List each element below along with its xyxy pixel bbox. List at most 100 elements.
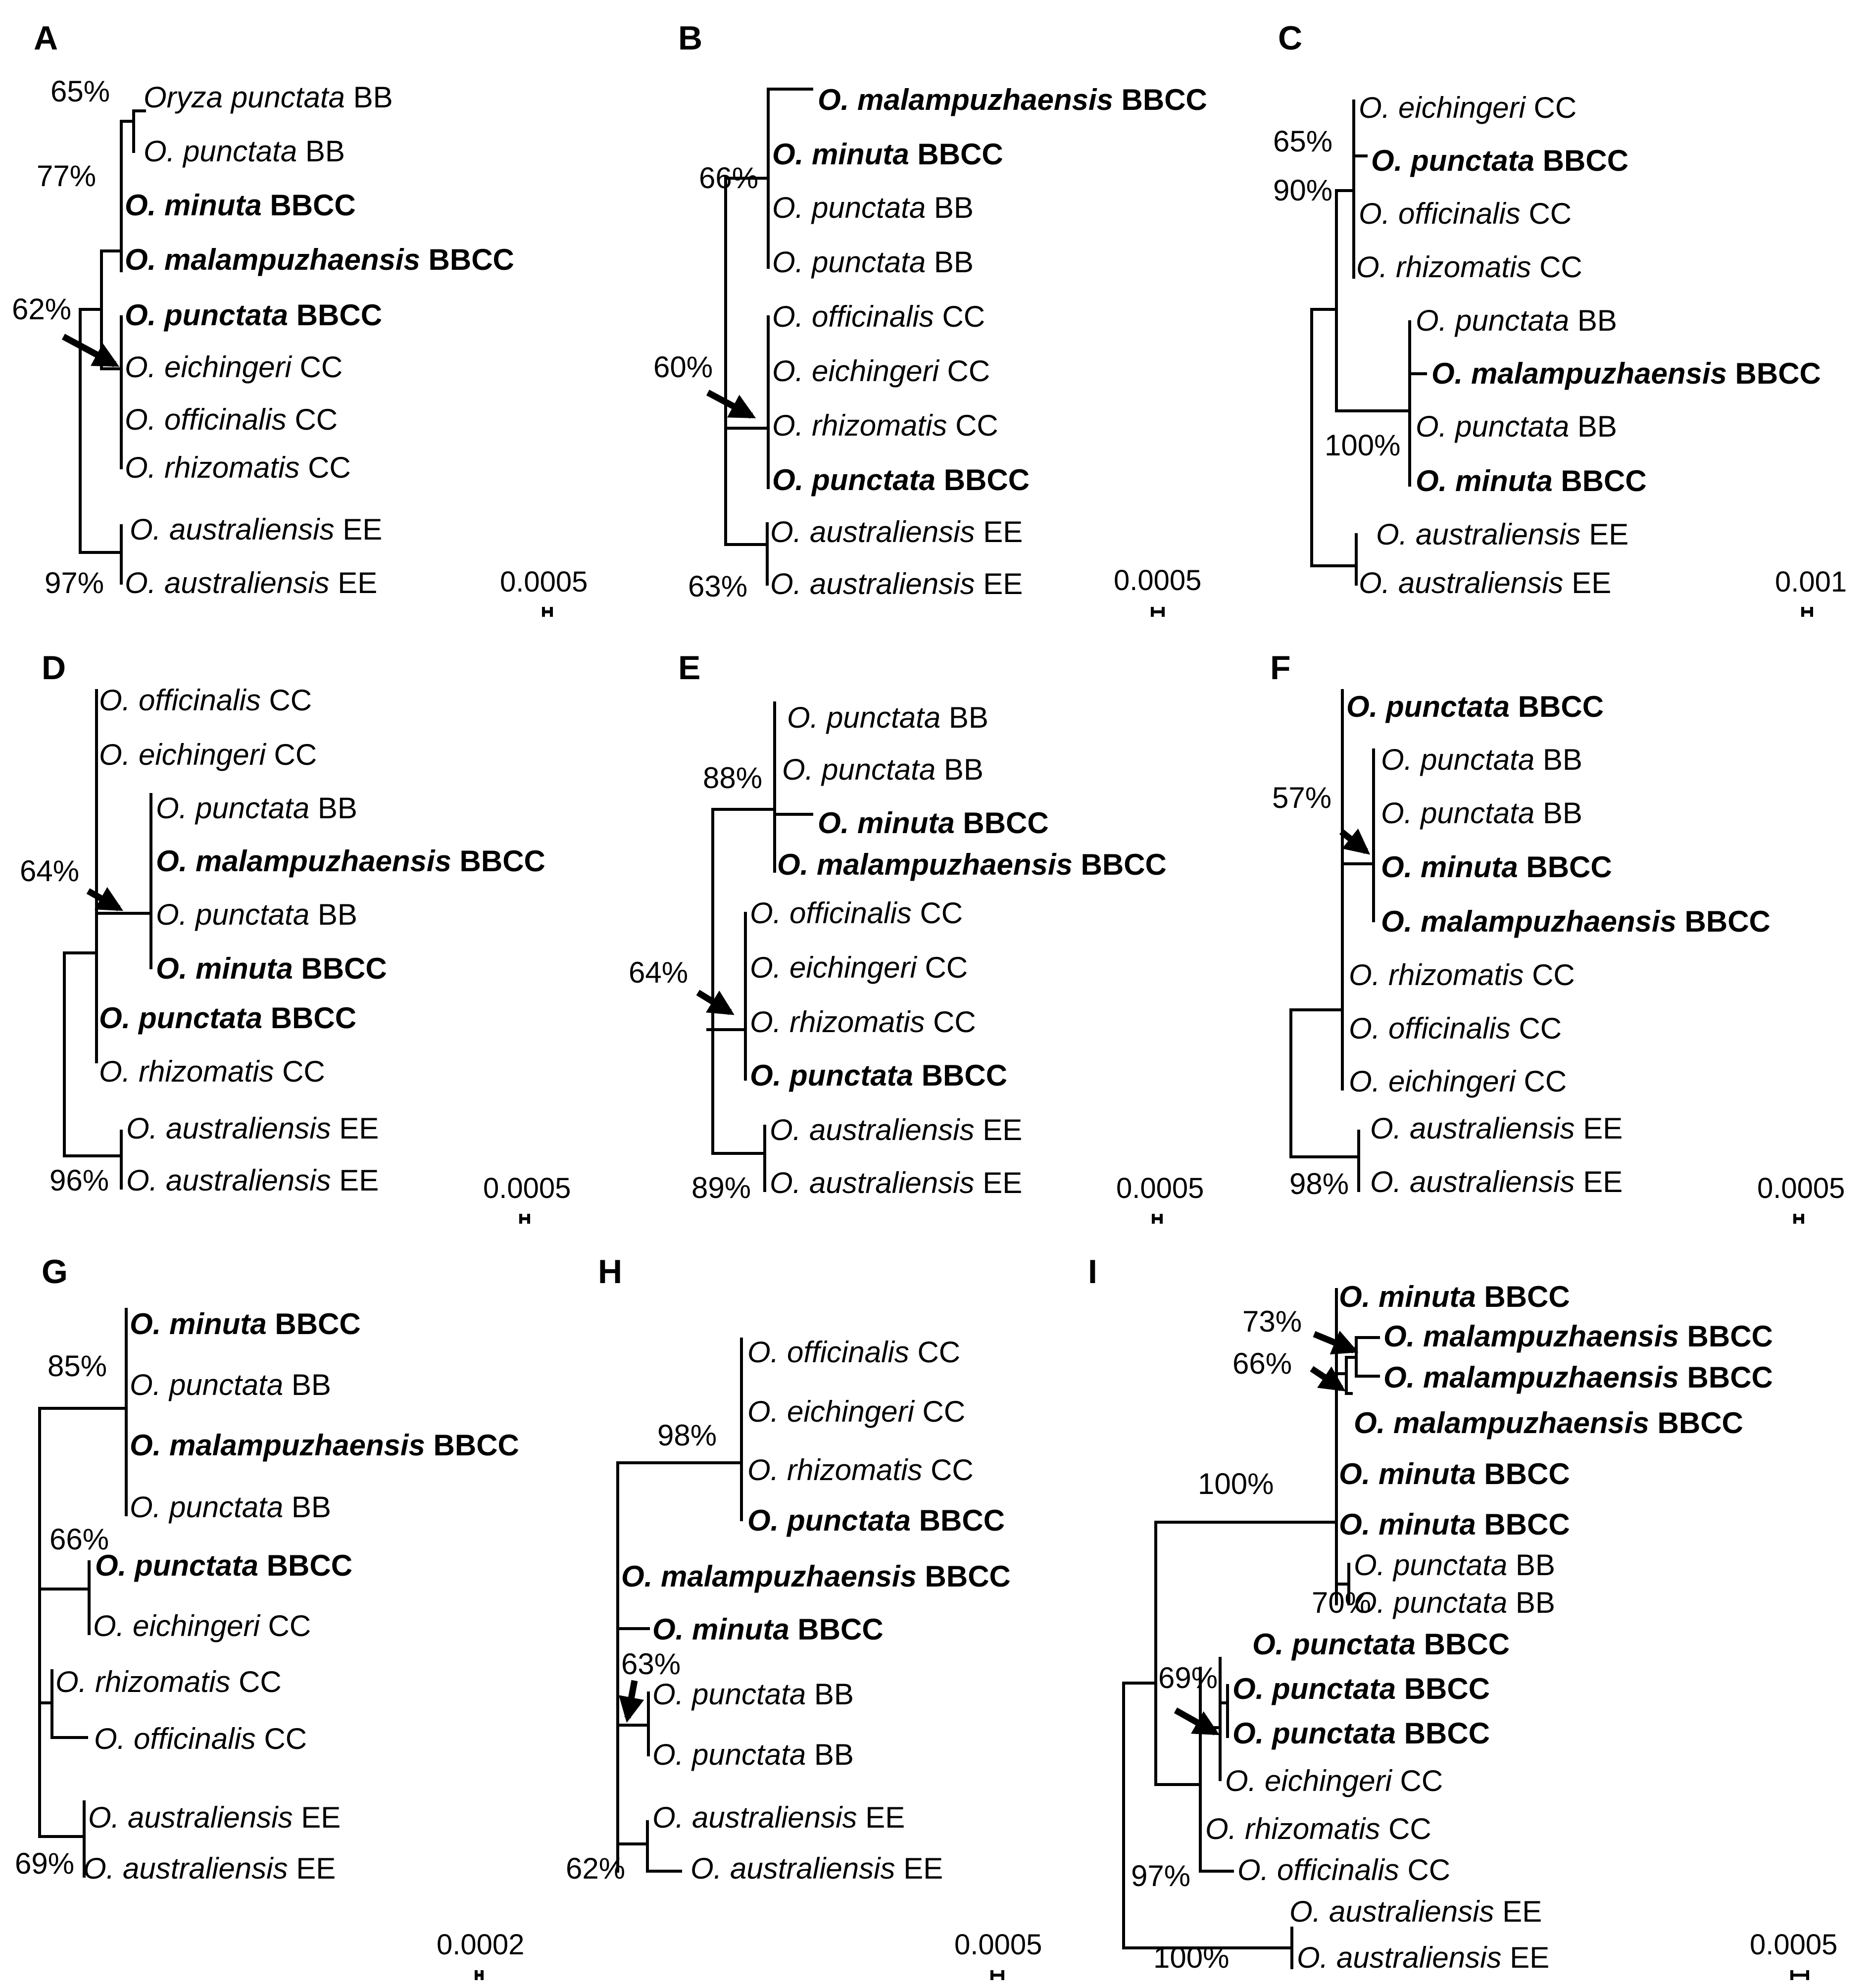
- support-value: 85%: [48, 1349, 107, 1383]
- scale-label: 0.0005: [1116, 1172, 1204, 1204]
- taxon-label: O. punctata BBCC: [1232, 1672, 1490, 1705]
- taxon-label: O. australiensis EE: [770, 567, 1023, 600]
- taxon-label: O. malampuzhaensis BBCC: [1431, 357, 1821, 390]
- taxon-label: O. malampuzhaensis BBCC: [125, 243, 514, 276]
- taxon-label: O. punctata BBCC: [99, 1001, 356, 1035]
- support-values: 57% 98%: [1272, 781, 1349, 1200]
- taxon-label: O. minuta BBCC: [1339, 1508, 1570, 1541]
- taxon-label: O. malampuzhaensis BBCC: [818, 83, 1207, 116]
- taxon-label: O. minuta BBCC: [1416, 464, 1647, 497]
- taxon-label: O. punctata BBCC: [1232, 1717, 1490, 1750]
- taxon-label: O. australiensis EE: [88, 1801, 341, 1834]
- taxon-label: O. punctata BB: [1416, 304, 1617, 337]
- panel-label: E: [678, 649, 700, 687]
- support-value: 69%: [15, 1847, 74, 1880]
- taxon-label: O. punctata BB: [787, 701, 988, 734]
- taxon-label: O. malampuzhaensis BBCC: [130, 1429, 519, 1462]
- taxon-label: O. punctata BB: [144, 135, 345, 168]
- support-value: 96%: [49, 1164, 109, 1197]
- taxon-label: O. australiensis EE: [1297, 1941, 1549, 1974]
- taxon-label: O. malampuzhaensis BBCC: [1381, 905, 1771, 938]
- taxon-label: O. australiensis EE: [652, 1801, 905, 1834]
- scale-bar: 0.0005: [1114, 564, 1201, 617]
- taxon-label: O. rhizomatis CC: [99, 1055, 325, 1088]
- taxon-label: O. officinalis CC: [1359, 197, 1572, 230]
- taxon-label: O. punctata BB: [156, 898, 357, 931]
- scale-bar: 0.0005: [483, 1172, 571, 1224]
- scale-bar: 0.001: [1775, 566, 1847, 617]
- taxon-label: O. officinalis CC: [747, 1336, 960, 1369]
- taxon-label: O. minuta BBCC: [130, 1307, 361, 1341]
- support-value: 100%: [1153, 1941, 1229, 1974]
- taxon-label: O. australiensis EE: [1376, 518, 1628, 551]
- taxon-label: O. rhizomatis CC: [1349, 958, 1575, 992]
- taxon-label: Oryza punctata BB: [144, 81, 393, 114]
- tree-branches: [63, 689, 152, 1190]
- scale-label: 0.0005: [1114, 564, 1201, 596]
- panel-label: A: [34, 19, 58, 57]
- taxon-label: O. punctata BB: [652, 1738, 854, 1771]
- taxon-labels: O. malampuzhaensis BBCC O. minuta BBCC O…: [770, 83, 1207, 600]
- support-value: 57%: [1272, 781, 1331, 814]
- taxon-label: O. punctata BB: [772, 191, 974, 224]
- tree-branches: [38, 1308, 128, 1878]
- scale-label: 0.0005: [1757, 1172, 1845, 1204]
- taxon-label: O. officinalis CC: [94, 1722, 307, 1755]
- taxon-label: O. minuta BBCC: [125, 189, 356, 222]
- taxon-labels: O. minuta BBCC O. malampuzhaensis BBCC O…: [1205, 1280, 1773, 1974]
- panel-b: B O. malampuzhaensis BBCC O. minuta BBCC…: [653, 19, 1207, 617]
- taxon-label: O. rhizomatis CC: [55, 1665, 282, 1698]
- taxon-labels: O. punctata BBCC O. punctata BB O. punct…: [1346, 690, 1771, 1198]
- scale-label: 0.0005: [1750, 1929, 1837, 1961]
- scale-label: 0.0005: [500, 566, 588, 598]
- support-value: 64%: [629, 956, 688, 989]
- taxon-label: O. punctata BBCC: [750, 1059, 1007, 1092]
- taxon-labels: O. minuta BBCC O. punctata BB O. malampu…: [55, 1307, 519, 1885]
- tree-branches: [616, 1338, 743, 1873]
- taxon-label: O. punctata BB: [1354, 1586, 1555, 1619]
- panel-label: D: [42, 649, 66, 687]
- panel-label: F: [1270, 649, 1291, 687]
- taxon-label: O. australiensis EE: [1359, 566, 1611, 599]
- scale-bar: 0.0005: [1116, 1172, 1204, 1224]
- taxon-label: O. punctata BB: [1381, 743, 1582, 776]
- taxon-label: O. punctata BBCC: [747, 1504, 1005, 1537]
- taxon-label: O. punctata BB: [1354, 1548, 1555, 1582]
- taxon-labels: O. officinalis CC O. eichingeri CC O. pu…: [99, 684, 545, 1197]
- taxon-label: O. punctata BBCC: [772, 463, 1030, 497]
- arrow: [1339, 828, 1371, 855]
- panel-label: B: [678, 19, 702, 57]
- taxon-label: O. punctata BB: [772, 246, 974, 279]
- arrow: [706, 390, 756, 419]
- panel-f: F O. punctata BBCC O. punctata BB O. pun…: [1270, 649, 1845, 1224]
- support-value: 62%: [566, 1852, 625, 1885]
- panel-i: I O: [1088, 1253, 1837, 1980]
- taxon-label: O. australiensis EE: [770, 1113, 1022, 1146]
- panel-label: H: [598, 1253, 622, 1291]
- taxon-label: O. punctata BBCC: [1371, 144, 1628, 177]
- support-value: 70%: [1312, 1586, 1371, 1619]
- taxon-label: O. punctata BB: [1416, 410, 1617, 443]
- taxon-label: O. punctata BBCC: [125, 298, 382, 332]
- support-values: 98% 63% 62%: [566, 1419, 717, 1885]
- taxon-label: O. minuta BBCC: [1381, 850, 1612, 884]
- taxon-label: O. officinalis CC: [125, 403, 338, 436]
- taxon-label: O. punctata BB: [130, 1491, 331, 1524]
- scale-bar: 0.0002: [437, 1929, 524, 1980]
- taxon-labels: O. punctata BB O. punctata BB O. minuta …: [750, 701, 1167, 1199]
- taxon-label: O. eichingeri CC: [125, 350, 343, 384]
- taxon-label: O. rhizomatis CC: [750, 1005, 976, 1039]
- taxon-label: O. australiensis EE: [125, 566, 377, 599]
- scale-label: 0.0002: [437, 1929, 524, 1961]
- support-value: 97%: [1131, 1859, 1190, 1892]
- support-value: 65%: [1273, 125, 1332, 158]
- taxon-label: O. malampuzhaensis BBCC: [621, 1560, 1011, 1593]
- taxon-label: O. rhizomatis CC: [1205, 1812, 1431, 1845]
- panel-label: G: [42, 1253, 68, 1291]
- support-values: 65% 77% 62% 97%: [12, 75, 110, 599]
- tree-branches: [79, 109, 146, 585]
- support-value: 97%: [45, 566, 104, 599]
- support-value: 66%: [49, 1523, 109, 1556]
- taxon-label: O. punctata BB: [156, 792, 357, 825]
